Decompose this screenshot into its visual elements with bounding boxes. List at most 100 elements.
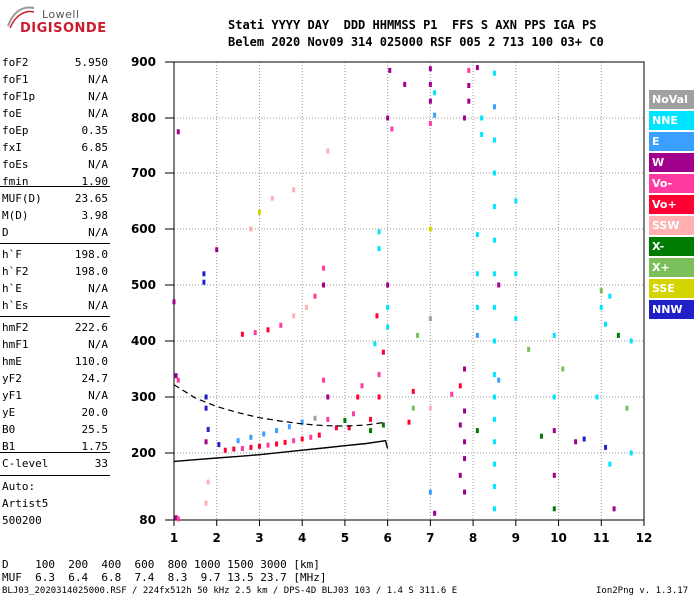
echo-point xyxy=(497,377,501,383)
parameter-row: yE 20.0 xyxy=(2,406,108,422)
echo-point xyxy=(514,271,518,277)
parameter-row: M(D) 3.98 xyxy=(2,209,108,225)
echo-point xyxy=(428,316,432,322)
echo-point xyxy=(428,226,432,232)
parameter-row: C-level 33 xyxy=(2,457,108,473)
echo-point xyxy=(292,313,296,319)
echo-point xyxy=(322,282,326,288)
echo-point xyxy=(475,232,479,238)
echo-point xyxy=(249,434,253,440)
muf-table-distance-row: D 100 200 400 600 800 1000 1500 3000 [km… xyxy=(2,558,320,571)
echo-point xyxy=(326,416,330,422)
echo-point xyxy=(309,434,313,440)
echo-point xyxy=(514,198,518,204)
echo-point xyxy=(304,304,308,310)
echo-point xyxy=(629,450,633,456)
parameter-row: B1 1.75 xyxy=(2,440,108,456)
parameter-value: 24.7 xyxy=(81,372,109,385)
echo-points-layer xyxy=(172,65,633,522)
echo-point xyxy=(215,247,219,253)
parameter-row: foF1p N/A xyxy=(2,90,108,106)
echo-point xyxy=(206,426,210,432)
muf-table-muf-row: MUF 6.3 6.4 6.8 7.4 8.3 9.7 13.5 23.7 [M… xyxy=(2,571,327,584)
echo-point xyxy=(204,439,208,445)
echo-point xyxy=(463,408,467,414)
x-tick-label: 10 xyxy=(550,531,567,545)
parameter-row: foEs N/A xyxy=(2,158,108,174)
echo-point xyxy=(176,129,180,135)
echo-point xyxy=(475,65,479,71)
divider xyxy=(0,475,110,476)
echo-point xyxy=(240,446,244,452)
ionogram-trace-solid xyxy=(173,439,389,463)
parameter-name: h`F xyxy=(2,248,22,261)
echo-point xyxy=(475,428,479,434)
echo-point xyxy=(279,322,283,328)
echo-point xyxy=(174,515,178,521)
footer-file-info: BLJ03_2020314025000.RSF / 224fx512h 50 k… xyxy=(2,586,458,596)
x-tick-label: 12 xyxy=(636,531,653,545)
parameter-row: hmF1 N/A xyxy=(2,338,108,354)
parameter-value: 23.65 xyxy=(74,192,108,205)
parameter-name: h`E xyxy=(2,282,22,295)
footer-version: Ion2Png v. 1.3.17 xyxy=(596,586,689,596)
legend-item: X+ xyxy=(649,258,694,277)
echo-point xyxy=(326,394,330,400)
x-tick-label: 3 xyxy=(255,531,263,545)
echo-point xyxy=(492,372,496,378)
echo-point xyxy=(492,506,496,512)
divider xyxy=(0,452,110,453)
x-tick-label: 11 xyxy=(593,531,610,545)
legend-item: X- xyxy=(649,237,694,256)
echo-point xyxy=(428,121,432,126)
echo-point xyxy=(467,83,471,89)
echo-point xyxy=(411,405,415,411)
parameter-row: fxI 6.85 xyxy=(2,141,108,157)
parameter-row: foF2 5.950 xyxy=(2,56,108,72)
chart-grid xyxy=(173,61,645,521)
parameter-value: 0.35 xyxy=(81,124,109,137)
echo-point xyxy=(492,461,496,467)
echo-point xyxy=(492,304,496,310)
y-tick-label: 900 xyxy=(131,55,156,69)
parameter-value: 198.0 xyxy=(74,265,108,278)
echo-point xyxy=(604,444,608,450)
echo-point xyxy=(497,282,501,288)
echo-point xyxy=(492,484,496,489)
parameter-name: M(D) xyxy=(2,209,29,222)
echo-point xyxy=(223,447,227,453)
parameter-name: MUF(D) xyxy=(2,192,42,205)
echo-point xyxy=(492,104,496,110)
echo-point xyxy=(433,90,437,96)
divider xyxy=(0,186,110,187)
legend-item: NoVal xyxy=(649,90,694,109)
echo-point xyxy=(217,442,221,448)
echo-point xyxy=(463,439,467,445)
parameter-row: MUF(D) 23.65 xyxy=(2,192,108,208)
parameter-row: yF1 N/A xyxy=(2,389,108,405)
parameter-value: N/A xyxy=(88,299,108,312)
echo-point xyxy=(386,324,390,330)
echo-point xyxy=(463,115,467,121)
echo-point xyxy=(480,115,484,121)
echo-point xyxy=(377,246,381,252)
echo-point xyxy=(377,372,381,378)
parameter-name: foF1p xyxy=(2,90,36,103)
echo-point xyxy=(467,98,471,104)
parameter-row: fmin 1.90 xyxy=(2,175,108,191)
echo-point xyxy=(313,293,317,299)
parameter-row: D N/A xyxy=(2,226,108,242)
parameter-name: foEp xyxy=(2,124,29,137)
echo-point xyxy=(266,442,270,448)
legend-item: E xyxy=(649,132,694,151)
echo-point xyxy=(475,271,479,277)
parameter-value: 20.0 xyxy=(81,406,109,419)
echo-point xyxy=(428,98,432,104)
echo-point xyxy=(625,405,629,411)
echo-point xyxy=(300,436,304,442)
parameter-value: N/A xyxy=(88,389,108,402)
echo-point xyxy=(356,394,360,400)
x-tick-label: 7 xyxy=(426,531,434,545)
x-tick-label: 2 xyxy=(213,531,221,545)
